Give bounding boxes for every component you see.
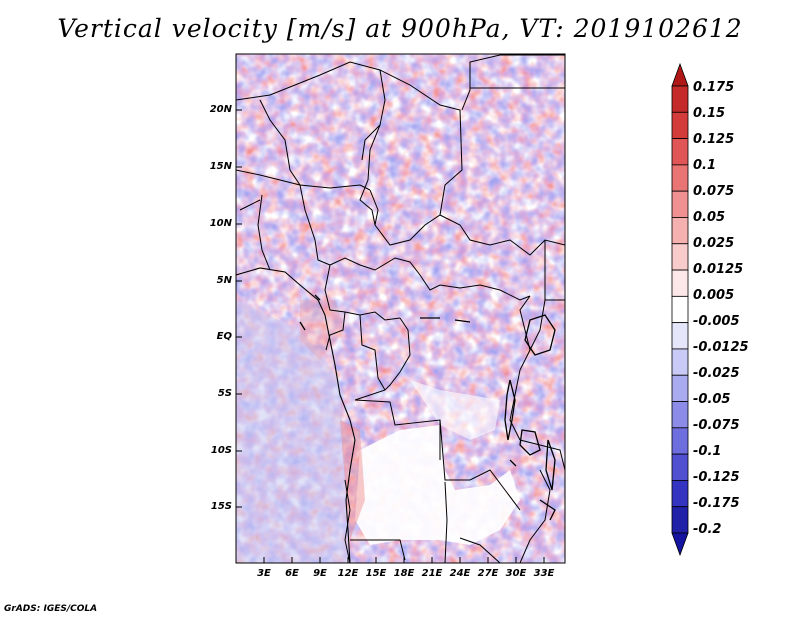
lon-label-6e: 6E (285, 568, 299, 579)
lon-label-24e: 24E (449, 568, 471, 579)
plot-frame (235, 53, 566, 564)
lon-label-30e: 30E (505, 568, 527, 579)
colorbar-segment (671, 243, 689, 271)
colorbar-segment (671, 506, 689, 534)
lon-label-21e: 21E (421, 568, 443, 579)
lon-label-9e: 9E (313, 568, 327, 579)
colorbar-segment (671, 85, 689, 113)
colorbar-label: 0.175 (693, 80, 735, 95)
colorbar-label: 0.025 (693, 236, 735, 251)
colorbar-segment (671, 427, 689, 455)
lat-label-10s: 10S (210, 445, 232, 456)
lat-tick-marks (236, 109, 242, 508)
colorbar-label: -0.1 (693, 444, 722, 459)
colorbar-segment (671, 111, 689, 139)
coastline (236, 267, 356, 563)
colorbar-label: -0.075 (693, 418, 740, 433)
colorbar-label: -0.0125 (693, 340, 749, 355)
colorbar-label: 0.0125 (693, 262, 744, 277)
lon-label-15e: 15E (365, 568, 387, 579)
lon-label-18e: 18E (393, 568, 415, 579)
colorbar-label: -0.2 (693, 522, 722, 537)
colorbar-label: -0.175 (693, 496, 740, 511)
lat-label-5n: 5N (216, 275, 232, 286)
colorbar-label: -0.05 (693, 392, 731, 407)
lon-label-3e: 3E (257, 568, 271, 579)
lake-outlines (299, 294, 556, 521)
lat-label-10n: 10N (209, 218, 232, 229)
map-title: Vertical velocity [m/s] at 900hPa, VT: 2… (57, 14, 743, 43)
colorbar-segment (671, 164, 689, 192)
colorbar-segment (671, 295, 689, 324)
colorbar-segment (671, 480, 689, 508)
lon-label-27e: 27E (477, 568, 499, 579)
colorbar-label: 0.05 (693, 210, 726, 225)
colorbar-segment (671, 348, 689, 376)
colorbar-segment (671, 453, 689, 481)
colorbar-segment (671, 138, 689, 166)
colorbar (671, 62, 689, 557)
colorbar-segment (671, 269, 689, 297)
colorbar-segment (671, 190, 689, 218)
colorbar-label: 0.1 (693, 158, 717, 173)
colorbar-label: 0.125 (693, 132, 735, 147)
lat-label-eq: EQ (216, 331, 232, 342)
lon-label-33e: 33E (533, 568, 555, 579)
colorbar-label: 0.005 (693, 288, 735, 303)
colorbar-label: -0.005 (693, 314, 740, 329)
country-borders (236, 54, 565, 563)
lat-label-15n: 15N (209, 161, 232, 172)
colorbar-segment (671, 322, 689, 350)
lon-label-12e: 12E (337, 568, 359, 579)
lat-label-20n: 20N (209, 104, 232, 115)
colorbar-segment (671, 217, 689, 245)
colorbar-label: -0.125 (693, 470, 740, 485)
colorbar-segment (671, 401, 689, 429)
grads-credit: GrADS: IGES/COLA (4, 604, 98, 614)
lat-label-15s: 15S (210, 501, 232, 512)
lon-tick-marks (263, 557, 545, 563)
colorbar-label: 0.15 (693, 106, 726, 121)
colorbar-bottom-triangle (671, 532, 689, 557)
colorbar-label: 0.075 (693, 184, 735, 199)
vertical-velocity-field (236, 54, 565, 563)
lat-label-5s: 5S (217, 388, 232, 399)
colorbar-label: -0.025 (693, 366, 740, 381)
colorbar-segment (671, 374, 689, 402)
colorbar-top-triangle (671, 62, 689, 87)
